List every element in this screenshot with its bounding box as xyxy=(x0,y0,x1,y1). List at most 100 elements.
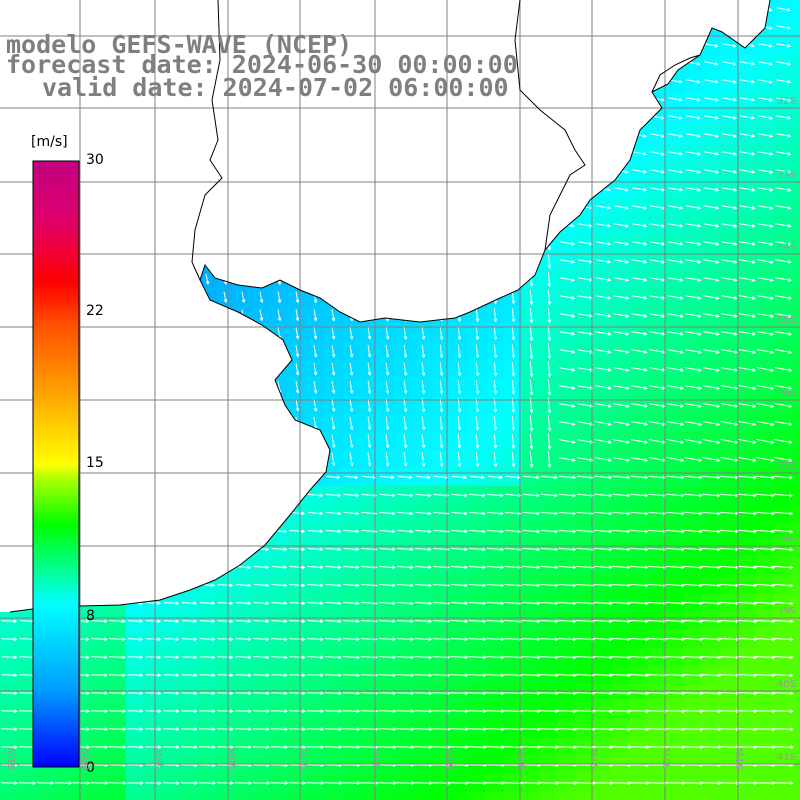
speed-cell xyxy=(792,594,800,612)
longitude-label: 57W xyxy=(299,747,310,770)
latitude-label: 37S xyxy=(776,461,796,472)
speed-cell xyxy=(342,792,360,800)
speed-cell xyxy=(792,576,800,594)
speed-cell xyxy=(108,792,126,800)
speed-cell xyxy=(792,342,800,360)
speed-cell xyxy=(162,792,180,800)
speed-cell xyxy=(792,216,800,234)
speed-cell xyxy=(630,792,648,800)
speed-cell xyxy=(0,792,18,800)
speed-cell xyxy=(90,792,108,800)
colorbar-unit-label: [m/s] xyxy=(31,134,68,150)
longitude-label: 60W xyxy=(81,747,92,770)
speed-cell xyxy=(270,792,288,800)
speed-cell xyxy=(792,378,800,396)
speed-cell xyxy=(18,792,36,800)
speed-cell xyxy=(126,792,144,800)
speed-cell xyxy=(792,792,800,800)
longitude-label: 55W xyxy=(445,747,456,770)
latitude-label: 41S xyxy=(776,752,796,763)
latitude-label: 34S xyxy=(776,242,796,253)
speed-cell xyxy=(792,360,800,378)
speed-cell xyxy=(198,792,216,800)
colorbar xyxy=(32,160,80,768)
speed-cell xyxy=(792,18,800,36)
latitude-label: 38S xyxy=(776,534,796,545)
latitude-label: 32S xyxy=(776,96,796,107)
speed-cell xyxy=(792,324,800,342)
speed-cell xyxy=(504,792,522,800)
speed-cell xyxy=(792,612,800,630)
speed-cell xyxy=(792,486,800,504)
valid-date: valid date: 2024-07-02 06:00:00 xyxy=(42,73,509,102)
speed-cell xyxy=(792,702,800,720)
speed-cell xyxy=(792,162,800,180)
speed-cell xyxy=(792,0,800,18)
speed-cell xyxy=(684,792,702,800)
speed-cell xyxy=(792,144,800,162)
speed-cell xyxy=(792,684,800,702)
speed-cell xyxy=(450,792,468,800)
speed-cell xyxy=(792,558,800,576)
longitude-label: 51W xyxy=(735,747,746,770)
colorbar-tick-label: 30 xyxy=(86,152,104,168)
speed-cell xyxy=(792,252,800,270)
longitude-label: 52W xyxy=(662,747,673,770)
latitude-label: 40S xyxy=(776,679,796,690)
longitude-label: 61W xyxy=(7,747,18,770)
speed-cell xyxy=(558,792,576,800)
speed-cell xyxy=(792,468,800,486)
longitude-label: 58W xyxy=(227,747,238,770)
speed-cell xyxy=(234,792,252,800)
speed-cell xyxy=(792,54,800,72)
speed-cell xyxy=(792,522,800,540)
speed-cell xyxy=(414,792,432,800)
speed-cell xyxy=(576,792,594,800)
speed-cell xyxy=(738,792,756,800)
speed-cell xyxy=(594,792,612,800)
speed-cell xyxy=(612,792,630,800)
speed-cell xyxy=(792,72,800,90)
latitude-label: 33S xyxy=(776,170,796,181)
speed-cell xyxy=(720,792,738,800)
speed-cell xyxy=(792,180,800,198)
speed-cell xyxy=(792,234,800,252)
speed-cell xyxy=(792,90,800,108)
speed-cell xyxy=(792,108,800,126)
speed-cell xyxy=(792,414,800,432)
speed-cell xyxy=(72,792,90,800)
speed-cell xyxy=(792,720,800,738)
speed-cell xyxy=(54,792,72,800)
speed-cell xyxy=(666,792,684,800)
latitude-label: 35S xyxy=(776,315,796,326)
speed-cell xyxy=(216,792,234,800)
speed-cell xyxy=(288,792,306,800)
speed-cell xyxy=(522,792,540,800)
speed-cell xyxy=(774,792,792,800)
latitude-label: 39S xyxy=(776,606,796,617)
speed-cell xyxy=(792,630,800,648)
speed-cell xyxy=(378,792,396,800)
speed-cell xyxy=(792,450,800,468)
speed-cell xyxy=(756,792,774,800)
speed-cell xyxy=(180,792,198,800)
colorbar-tick-label: 15 xyxy=(86,455,104,471)
speed-cell xyxy=(792,126,800,144)
speed-cell xyxy=(792,306,800,324)
speed-cell xyxy=(396,792,414,800)
colorbar-tick-label: 22 xyxy=(86,303,104,319)
speed-cell xyxy=(36,792,54,800)
longitude-label: 54W xyxy=(517,747,528,770)
speed-cell xyxy=(792,666,800,684)
speed-cell xyxy=(792,648,800,666)
speed-cell xyxy=(792,432,800,450)
longitude-label: 56W xyxy=(372,747,383,770)
colorbar-tick-label: 8 xyxy=(86,608,95,624)
speed-cell xyxy=(792,270,800,288)
speed-cell xyxy=(144,792,162,800)
speed-cell xyxy=(648,792,666,800)
speed-cell xyxy=(792,540,800,558)
speed-cell xyxy=(486,792,504,800)
longitude-label: 53W xyxy=(590,747,601,770)
